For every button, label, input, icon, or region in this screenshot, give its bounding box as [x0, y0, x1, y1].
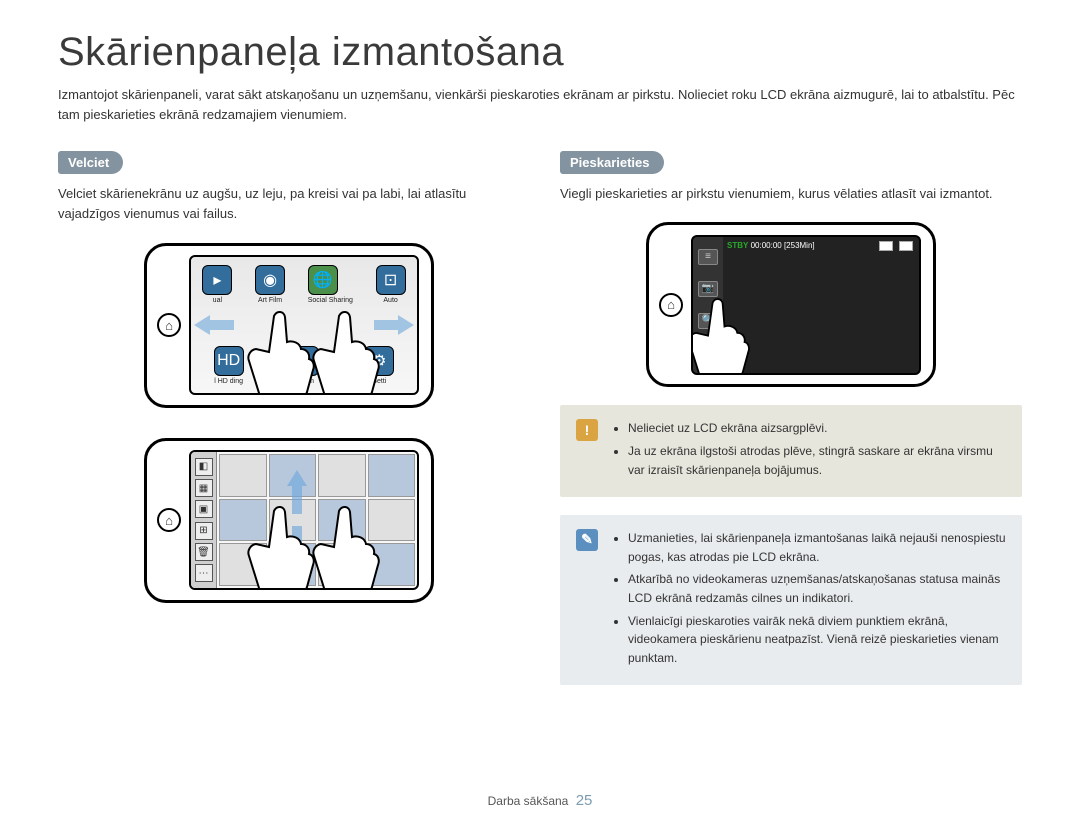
icon-label: l HD ding — [214, 378, 244, 385]
home-button-icon: ⌂ — [659, 293, 683, 317]
footer-section: Darba sākšana — [488, 794, 569, 808]
rec-status: STBY 00:00:00 [253Min] — [727, 241, 815, 250]
note-item: Atkarībā no videokameras uzņemšanas/atsk… — [628, 570, 1006, 607]
hand-icon — [246, 306, 316, 395]
left-column: Velciet Velciet skārienekrānu uz augšu, … — [58, 151, 520, 685]
home-button-icon: ⌂ — [157, 313, 181, 337]
icon-label: Art Film — [255, 297, 285, 304]
app-icon: ◉ — [255, 265, 285, 295]
velciet-desc: Velciet skārienekrānu uz augšu, uz leju,… — [58, 184, 520, 224]
side-icon: ▣ — [195, 500, 213, 518]
page-footer: Darba sākšana 25 — [0, 792, 1080, 809]
arrow-left-icon — [193, 315, 235, 335]
battery-icon — [879, 241, 893, 251]
gallery-screen: ◧ ▦ ▣ ⊞ 🗑 ⋯ — [189, 450, 419, 590]
right-column: Pieskarieties Viegli pieskarieties ar pi… — [560, 151, 1022, 685]
pieskarieties-desc: Viegli pieskarieties ar pirkstu vienumie… — [560, 184, 1022, 204]
stby-label: STBY — [727, 241, 748, 250]
pieskarieties-label: Pieskarieties — [560, 151, 664, 174]
card-icon — [899, 241, 913, 251]
app-icon: 🌐 — [308, 265, 338, 295]
intro-text: Izmantojot skārienpaneli, varat sākt ats… — [58, 85, 1022, 125]
gallery-device: ⌂ ◧ ▦ ▣ ⊞ 🗑 ⋯ — [144, 438, 434, 603]
warn-item: Nelieciet uz LCD ekrāna aizsargplēvi. — [628, 419, 1006, 438]
side-icon: 🗑 — [195, 543, 213, 561]
rec-mode-icon: ≡ — [698, 249, 718, 265]
home-button-icon: ⌂ — [157, 508, 181, 532]
page-number: 25 — [576, 792, 593, 809]
swipe-device: ⌂ ▸ ual ◉ Art Film 🌐 Social Sharing ⊡ Auto H… — [144, 243, 434, 408]
app-icon: ⊡ — [376, 265, 406, 295]
note-item: Vienlaicīgi pieskaroties vairāk nekā div… — [628, 612, 1006, 668]
app-icon: ▸ — [202, 265, 232, 295]
warning-icon: ! — [576, 419, 598, 441]
hand-icon — [311, 306, 381, 395]
side-icon: ◧ — [195, 458, 213, 476]
velciet-label: Velciet — [58, 151, 123, 174]
page-title: Skārienpaneļa izmantošana — [58, 30, 1022, 75]
icon-label: Auto — [376, 297, 406, 304]
side-icon: ⊞ — [195, 522, 213, 540]
hand-icon — [311, 501, 381, 590]
tap-screen: ≡ 📷 🔍 ▦ STBY 00:00:00 [253Min] — [691, 235, 921, 375]
side-icon: ▦ — [195, 479, 213, 497]
warn-item: Ja uz ekrāna ilgstoši atrodas plēve, sti… — [628, 442, 1006, 479]
icon-label: ual — [202, 297, 232, 304]
side-icon: ⋯ — [195, 564, 213, 582]
note-item: Uzmanieties, lai skārienpaneļa izmantoša… — [628, 529, 1006, 566]
tap-device: ⌂ ≡ 📷 🔍 ▦ STBY 00:00:00 [253Min] — [646, 222, 936, 387]
icon-label: Social Sharing — [308, 297, 353, 304]
hand-icon — [691, 291, 751, 375]
note-icon: ✎ — [576, 529, 598, 551]
app-icon: HD — [214, 346, 244, 376]
rec-time: 00:00:00 [253Min] — [751, 241, 815, 250]
swipe-screen: ▸ ual ◉ Art Film 🌐 Social Sharing ⊡ Auto HD l… — [189, 255, 419, 395]
warning-box: ! Nelieciet uz LCD ekrāna aizsargplēvi. … — [560, 405, 1022, 497]
hand-icon — [246, 501, 316, 590]
note-box: ✎ Uzmanieties, lai skārienpaneļa izmanto… — [560, 515, 1022, 685]
